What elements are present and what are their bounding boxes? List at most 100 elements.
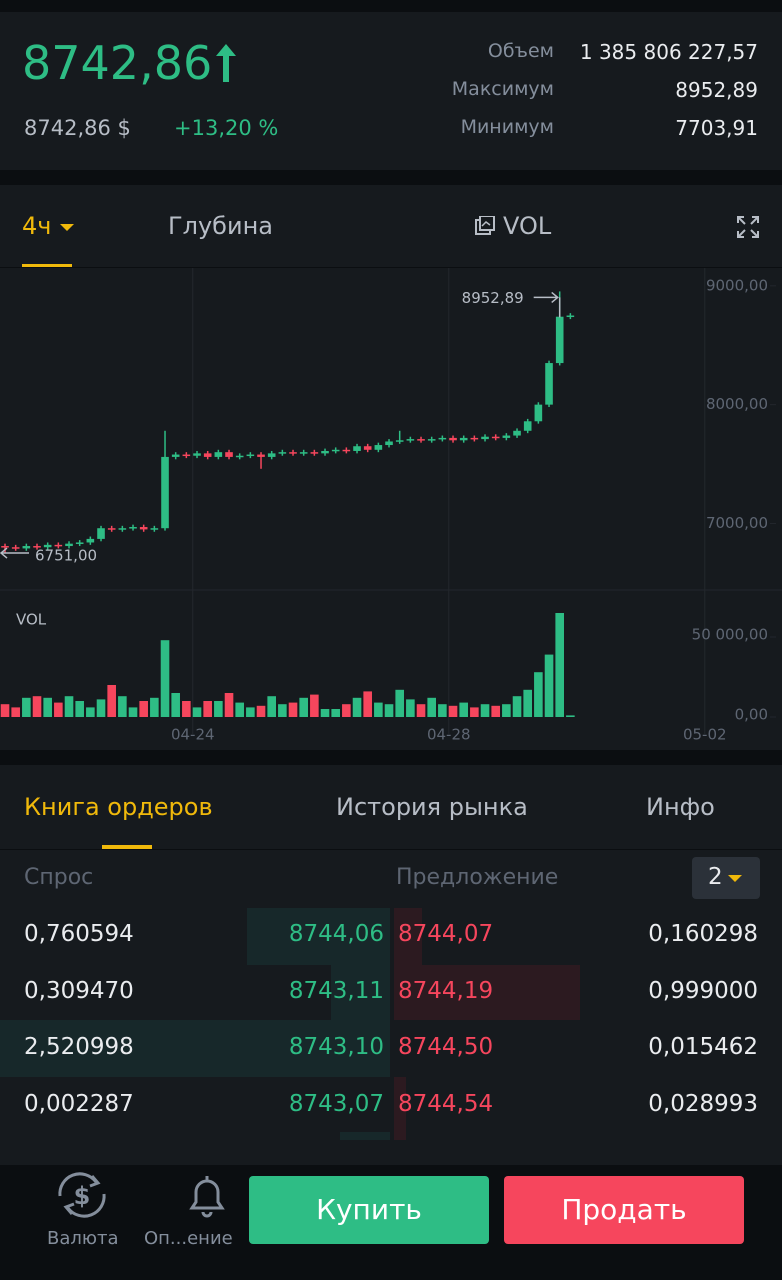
nav-currency[interactable]: Валюта	[47, 1228, 119, 1249]
volume-bar	[86, 707, 95, 717]
candle-body	[161, 456, 169, 529]
candle-body	[417, 439, 425, 441]
stat-value: 8952,89	[675, 78, 758, 102]
volume-bar	[246, 707, 255, 717]
volume-bar	[96, 699, 106, 717]
volume-bar	[43, 697, 52, 717]
volume-bar	[11, 707, 20, 717]
candle-body	[481, 436, 489, 440]
candle-body	[470, 437, 479, 440]
bid-header: Спрос	[24, 865, 94, 890]
tab-underline	[22, 264, 72, 268]
stat-value: 7703,91	[675, 116, 758, 140]
volume-bar	[182, 701, 191, 717]
nav-alerts[interactable]: Оп...ение	[144, 1228, 233, 1249]
candle-body	[363, 446, 372, 450]
candle-body	[139, 527, 148, 530]
x-tick-label: 04-28	[427, 726, 471, 744]
vol-tick-label: 50 000,00	[692, 626, 768, 644]
candlestick-chart: 04-24 04-28 05-02 9000,00 8000,00 7000,00 50 0…	[0, 268, 782, 744]
vol-label: VOL	[16, 611, 47, 629]
vol-tab[interactable]: VOL	[503, 212, 552, 240]
ask-amount: 0,015462	[648, 1034, 758, 1060]
volume-bar	[171, 693, 180, 717]
bid-price: 8743,11	[288, 977, 384, 1004]
volume-bar	[107, 685, 116, 717]
candle-body	[491, 436, 500, 439]
dropdown-icon	[728, 875, 742, 882]
volume-bar	[384, 704, 394, 717]
indicator-icon	[475, 216, 495, 235]
price-change: +13,20 %	[174, 116, 279, 140]
candle-body	[193, 453, 201, 456]
bell-icon[interactable]	[184, 1170, 230, 1220]
volume-bar	[491, 705, 500, 717]
volume-bar	[0, 704, 10, 717]
candle-body	[97, 528, 105, 539]
book-tab[interactable]: Книга ордеров	[24, 793, 213, 821]
volume-bar	[160, 640, 170, 717]
candle-body	[331, 449, 340, 452]
volume-bar	[128, 707, 138, 717]
ask-amount: 0,028993	[648, 1090, 758, 1117]
divider	[0, 267, 782, 268]
buy-button[interactable]: Купить	[249, 1176, 489, 1244]
ask-depth	[394, 908, 422, 965]
candle-body	[406, 439, 415, 441]
volume-bar	[331, 709, 340, 717]
candle-body	[129, 527, 137, 529]
candle-body	[289, 452, 297, 454]
candle-body	[555, 316, 564, 364]
candle-body	[267, 453, 276, 457]
volume-bar	[64, 696, 74, 717]
candle-body	[449, 437, 457, 441]
volume-bar	[214, 701, 223, 717]
currency-icon[interactable]: $	[52, 1170, 112, 1220]
volume-bar	[363, 691, 372, 717]
ask-price: 8744,50	[398, 1034, 494, 1060]
y-tick-label: 9000,00	[706, 276, 768, 294]
history-tab[interactable]: История рынка	[336, 793, 528, 821]
volume-bar	[566, 715, 575, 717]
candle-body	[203, 453, 212, 457]
info-tab[interactable]: Инфо	[646, 793, 715, 821]
volume-bar	[192, 707, 202, 717]
candle-body	[299, 452, 308, 454]
bid-depth	[331, 965, 390, 1020]
candle-body	[385, 441, 393, 446]
candle-body	[65, 543, 73, 547]
volume-bar	[459, 702, 468, 717]
interval-tab[interactable]: 4ч	[22, 212, 52, 240]
x-tick-label: 05-02	[683, 726, 727, 744]
candle-body	[171, 454, 180, 457]
volume-bar	[278, 704, 287, 717]
sell-button[interactable]: Продать	[504, 1176, 744, 1244]
candle-body	[43, 544, 52, 548]
candle-body	[342, 449, 351, 452]
y-tick-label: 8000,00	[706, 395, 768, 413]
ask-header: Предложение	[396, 865, 559, 890]
candle-body	[118, 528, 127, 530]
divider	[0, 849, 782, 850]
y-tick-label: 7000,00	[706, 514, 768, 532]
candle-body	[257, 454, 265, 457]
volume-bar	[502, 704, 511, 717]
annotation-arrow	[0, 547, 30, 559]
volume-bar	[235, 702, 244, 717]
ask-amount: 0,999000	[648, 977, 758, 1004]
volume-bar	[224, 693, 234, 717]
candle-body	[150, 528, 159, 530]
volume-bar	[118, 696, 127, 717]
bid-amount: 0,309470	[24, 977, 134, 1004]
depth-tab[interactable]: Глубина	[168, 212, 273, 240]
fullscreen-icon[interactable]	[736, 215, 760, 239]
volume-bar	[555, 613, 564, 717]
candle-body	[459, 437, 468, 441]
volume-bar	[299, 697, 308, 717]
tab-underline	[102, 845, 152, 849]
candle-body	[182, 454, 191, 457]
candle-body	[513, 430, 521, 436]
precision-select[interactable]	[692, 857, 760, 899]
ask-amount: 0,160298	[648, 921, 758, 947]
